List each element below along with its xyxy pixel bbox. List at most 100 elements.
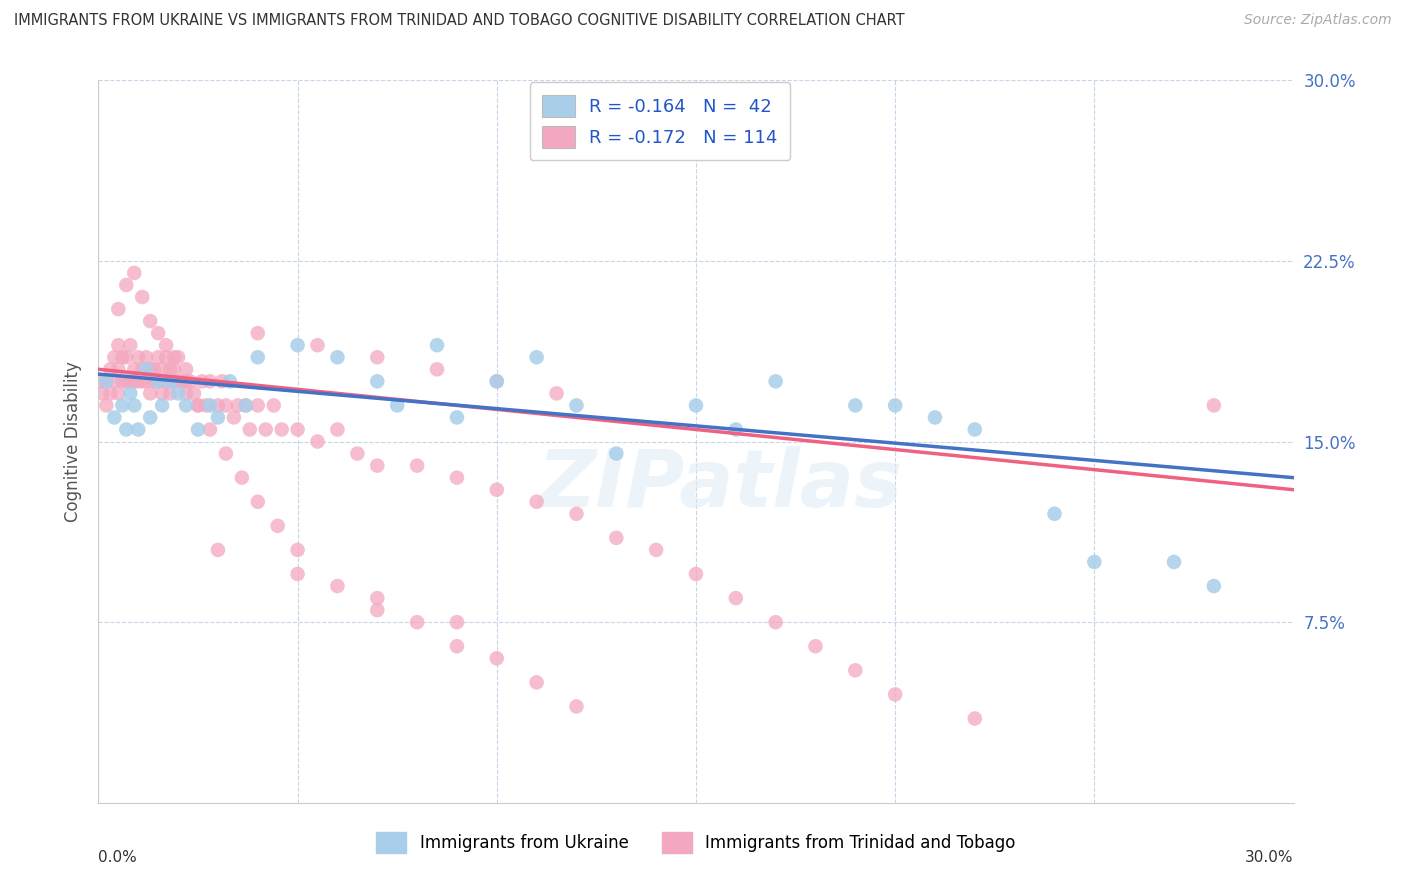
Point — [222, 410, 245, 425]
Point — [127, 350, 149, 364]
Point — [174, 362, 197, 376]
Point — [287, 567, 309, 582]
Legend: Immigrants from Ukraine, Immigrants from Trinidad and Tobago: Immigrants from Ukraine, Immigrants from… — [370, 826, 1022, 860]
Text: 0.0%: 0.0% — [98, 850, 138, 864]
Point — [207, 398, 229, 412]
Point — [139, 386, 162, 401]
Point — [98, 362, 122, 376]
Text: ZIPatlas: ZIPatlas — [537, 446, 903, 524]
Point — [191, 374, 214, 388]
Point — [884, 398, 907, 412]
Point — [148, 350, 170, 364]
Point — [485, 374, 508, 388]
Point — [426, 338, 449, 352]
Point — [565, 507, 588, 521]
Point — [155, 374, 177, 388]
Point — [174, 374, 197, 388]
Point — [215, 446, 238, 460]
Point — [446, 639, 468, 653]
Point — [111, 374, 134, 388]
Point — [148, 374, 170, 388]
Point — [198, 398, 221, 412]
Point — [174, 386, 197, 401]
Point — [143, 362, 166, 376]
Point — [167, 350, 190, 364]
Point — [446, 410, 468, 425]
Point — [120, 338, 142, 352]
Point — [139, 410, 162, 425]
Text: 30.0%: 30.0% — [1246, 850, 1294, 864]
Point — [235, 398, 257, 412]
Point — [287, 542, 309, 557]
Point — [107, 338, 129, 352]
Point — [1202, 398, 1225, 412]
Point — [1043, 507, 1066, 521]
Point — [103, 350, 125, 364]
Point — [446, 470, 468, 484]
Point — [685, 567, 707, 582]
Point — [485, 483, 508, 497]
Point — [704, 97, 727, 112]
Point — [267, 518, 290, 533]
Point — [287, 422, 309, 436]
Point — [270, 422, 292, 436]
Point — [1202, 579, 1225, 593]
Point — [131, 374, 153, 388]
Point — [385, 398, 409, 412]
Point — [91, 374, 114, 388]
Point — [107, 362, 129, 376]
Point — [239, 422, 262, 436]
Point — [115, 350, 138, 364]
Point — [195, 398, 218, 412]
Point — [155, 338, 177, 352]
Point — [254, 422, 277, 436]
Point — [605, 446, 627, 460]
Point — [172, 374, 194, 388]
Point — [96, 398, 118, 412]
Point — [187, 398, 209, 412]
Point — [131, 290, 153, 304]
Point — [765, 374, 787, 388]
Point — [143, 374, 166, 388]
Point — [139, 362, 162, 376]
Point — [120, 374, 142, 388]
Point — [263, 398, 285, 412]
Point — [103, 374, 125, 388]
Point — [645, 542, 668, 557]
Point — [565, 398, 588, 412]
Point — [124, 362, 146, 376]
Point — [135, 350, 157, 364]
Point — [150, 362, 173, 376]
Point — [246, 350, 269, 364]
Point — [198, 374, 221, 388]
Point — [187, 422, 209, 436]
Point — [605, 531, 627, 545]
Point — [163, 374, 186, 388]
Point — [98, 386, 122, 401]
Point — [150, 386, 173, 401]
Point — [159, 362, 181, 376]
Point — [148, 326, 170, 340]
Point — [124, 374, 146, 388]
Point — [235, 398, 257, 412]
Point — [124, 398, 146, 412]
Point — [366, 603, 388, 617]
Point — [163, 362, 186, 376]
Point — [120, 386, 142, 401]
Point — [724, 591, 747, 605]
Point — [526, 675, 548, 690]
Point — [724, 422, 747, 436]
Point — [103, 410, 125, 425]
Point — [485, 374, 508, 388]
Text: Source: ZipAtlas.com: Source: ZipAtlas.com — [1244, 13, 1392, 28]
Point — [107, 301, 129, 317]
Point — [231, 470, 253, 484]
Point — [685, 398, 707, 412]
Point — [96, 374, 118, 388]
Point — [844, 664, 866, 678]
Point — [167, 386, 190, 401]
Point — [565, 699, 588, 714]
Point — [406, 458, 429, 473]
Point — [159, 386, 181, 401]
Point — [307, 434, 329, 449]
